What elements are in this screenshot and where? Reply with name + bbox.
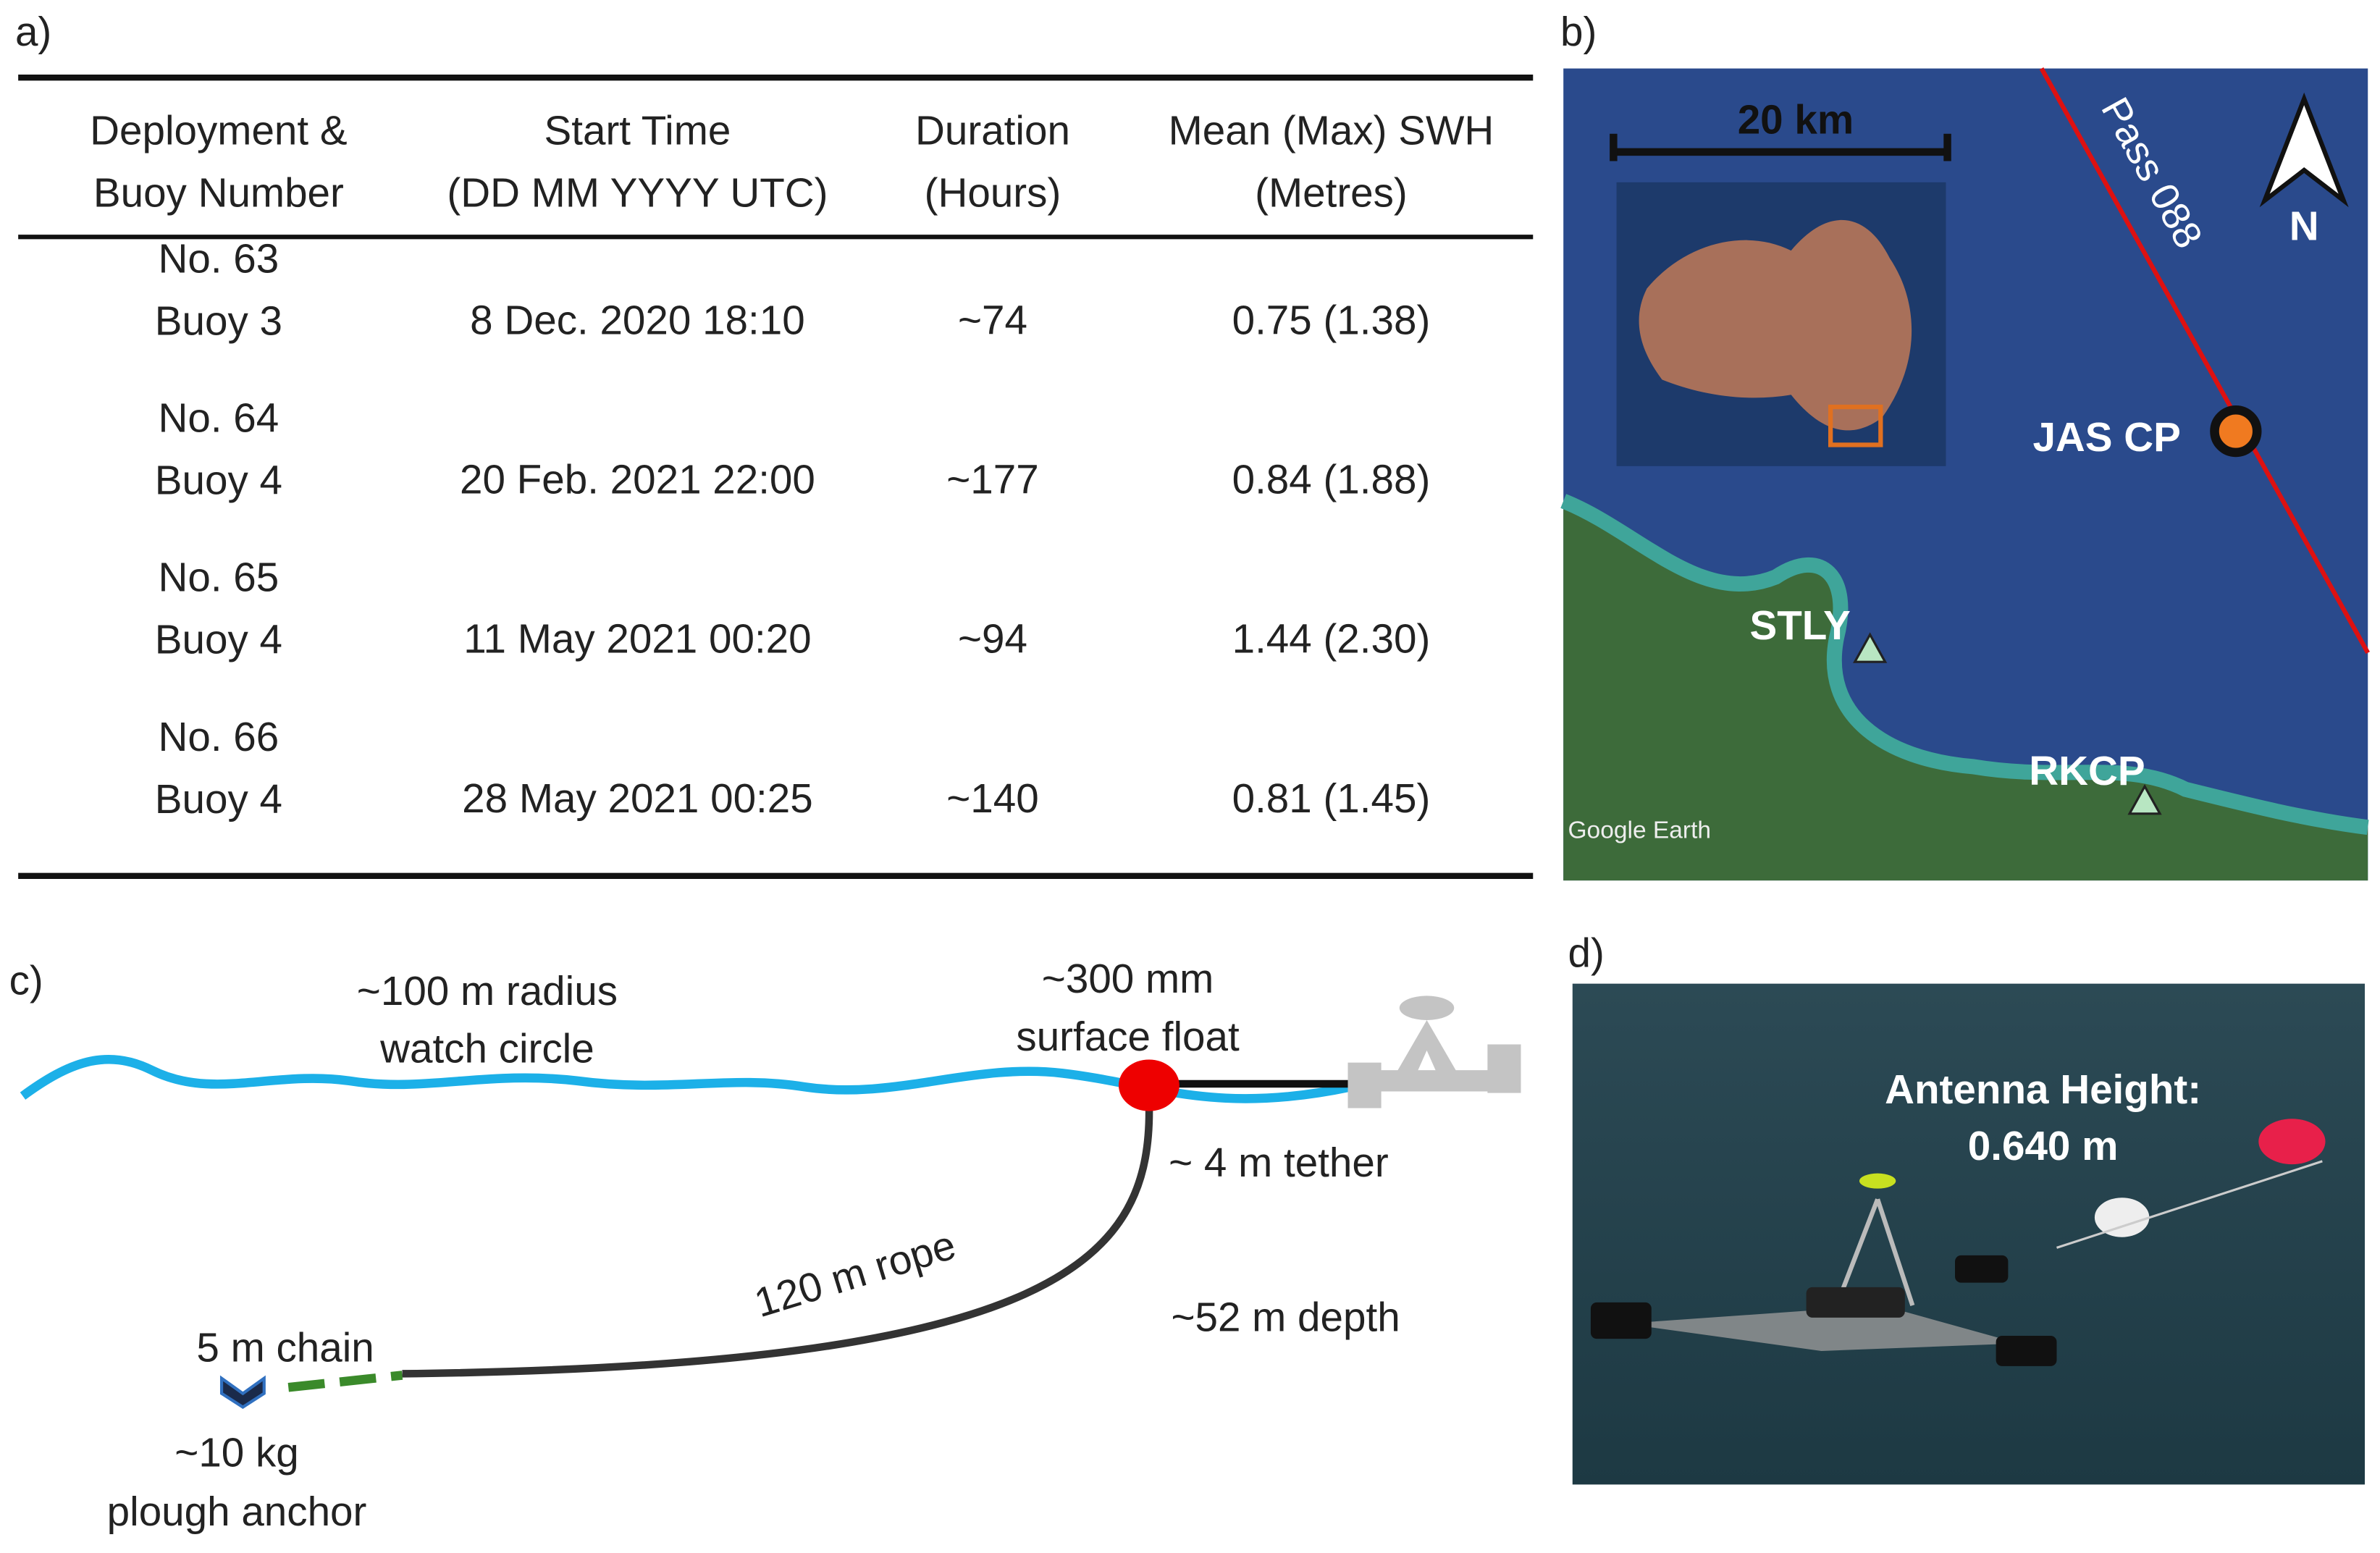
site-label: RKCP [2029, 748, 2145, 794]
annotation: 0.640 m [1968, 1123, 2119, 1169]
table-cell: ~74 [958, 297, 1027, 342]
diagram-label: surface float [1016, 1014, 1240, 1059]
diagram-label: watch circle [379, 1026, 594, 1072]
attribution: Google Earth [1568, 817, 1711, 843]
diagram-label: ~ 4 m tether [1169, 1140, 1389, 1185]
diagram-label: 5 m chain [196, 1325, 374, 1371]
header-cell: Mean (Max) SWH [1169, 107, 1494, 153]
diagram-label: ~10 kg [174, 1429, 299, 1475]
table-cell: ~177 [946, 457, 1038, 502]
header-cell: Duration [915, 107, 1070, 153]
annotation: Antenna Height: [1885, 1066, 2201, 1112]
header-cell: Deployment & [90, 107, 347, 153]
table-cell: 28 May 2021 00:25 [462, 775, 813, 821]
table-cell: 1.44 (2.30) [1232, 616, 1431, 662]
scale-label: 20 km [1738, 97, 1854, 143]
mooring-diagram [20, 996, 1521, 1410]
north-label: N [2289, 203, 2319, 248]
table-cell: Buoy 4 [155, 776, 282, 822]
site-label: STLY [1749, 602, 1850, 648]
diagram-label: ~52 m depth [1171, 1295, 1400, 1340]
table-cell: 0.81 (1.45) [1232, 775, 1431, 821]
header-cell: (DD MM YYYY UTC) [447, 169, 828, 215]
panel-label: d) [1568, 930, 1604, 976]
table-cell: No. 66 [158, 714, 279, 759]
map [1560, 67, 2370, 881]
diagram-label: plough anchor [107, 1489, 367, 1534]
table-cell: 20 Feb. 2021 22:00 [460, 457, 815, 502]
table-cell: 11 May 2021 00:20 [463, 616, 811, 662]
header-cell: (Metres) [1255, 169, 1408, 215]
table-cell: ~94 [958, 616, 1027, 662]
table-cell: Buoy 3 [155, 298, 282, 343]
header-cell: Buoy Number [93, 169, 344, 215]
panel-label: b) [1560, 9, 1597, 54]
panel-label: c) [9, 957, 43, 1003]
table: Deployment & Buoy Number Start Time (DD MM … [90, 107, 1494, 821]
header-cell: Start Time [544, 107, 731, 153]
site-label: JAS CP [2032, 414, 2180, 460]
table-cell: No. 63 [158, 236, 279, 282]
table-cell: Buoy 4 [155, 458, 282, 503]
diagram-label: 120 m rope [749, 1221, 961, 1326]
photo [1572, 983, 2366, 1485]
table-cell: No. 65 [158, 555, 279, 600]
panel-label: a) [15, 9, 51, 54]
table-cell: ~140 [946, 775, 1038, 821]
table-cell: 8 Dec. 2020 18:10 [470, 297, 805, 342]
table-cell: 0.75 (1.38) [1232, 297, 1431, 342]
header-cell: (Hours) [925, 169, 1061, 215]
diagram-label: ~100 m radius [357, 968, 618, 1014]
diagram-label: ~300 mm [1042, 956, 1214, 1001]
table-cell: 0.84 (1.88) [1232, 457, 1431, 502]
table-cell: Buoy 4 [155, 617, 282, 662]
table-cell: No. 64 [158, 395, 279, 441]
